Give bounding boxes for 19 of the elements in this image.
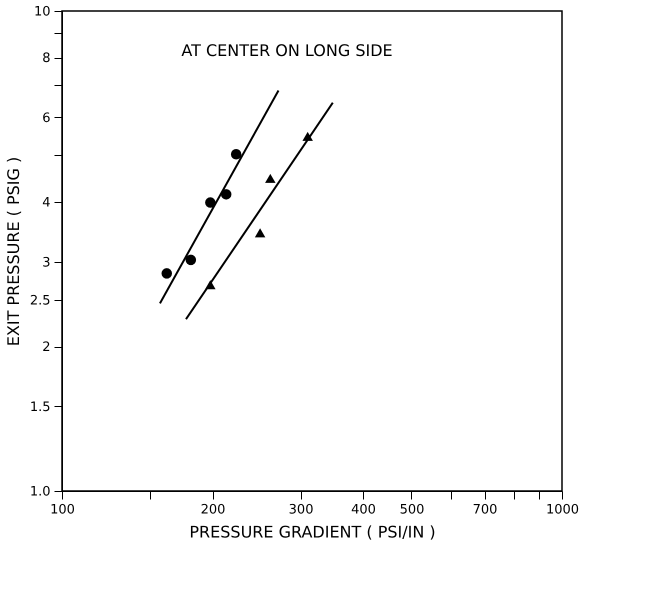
- y-tick-label: 2: [42, 340, 50, 356]
- x-tick-label: 700: [472, 502, 498, 518]
- y-tick-label: 6: [42, 110, 50, 126]
- x-tick-label: 500: [400, 502, 424, 518]
- y-tick-label: 1.5: [30, 400, 50, 415]
- x-tick-label: 1000: [546, 502, 580, 518]
- y-tick-label: 1.0: [30, 484, 50, 500]
- y-tick-label: 2.5: [30, 293, 50, 308]
- x-tick-label: 300: [288, 502, 314, 518]
- y-tick-label: 3: [42, 255, 50, 270]
- y-axis-title: EXIT PRESSURE ( PSIG ): [4, 156, 23, 346]
- x-tick-label: 100: [50, 502, 75, 518]
- y-tick-label: 10: [34, 4, 50, 20]
- x-tick-label: 400: [351, 502, 376, 518]
- y-tick-label: 4: [42, 196, 50, 211]
- y-tick-label: 8: [42, 51, 50, 66]
- x-tick-label: 200: [200, 502, 226, 518]
- x-axis-title: PRESSURE GRADIENT ( PSI/IN ): [189, 522, 436, 542]
- annotation: AT CENTER ON LONG SIDE: [181, 41, 393, 60]
